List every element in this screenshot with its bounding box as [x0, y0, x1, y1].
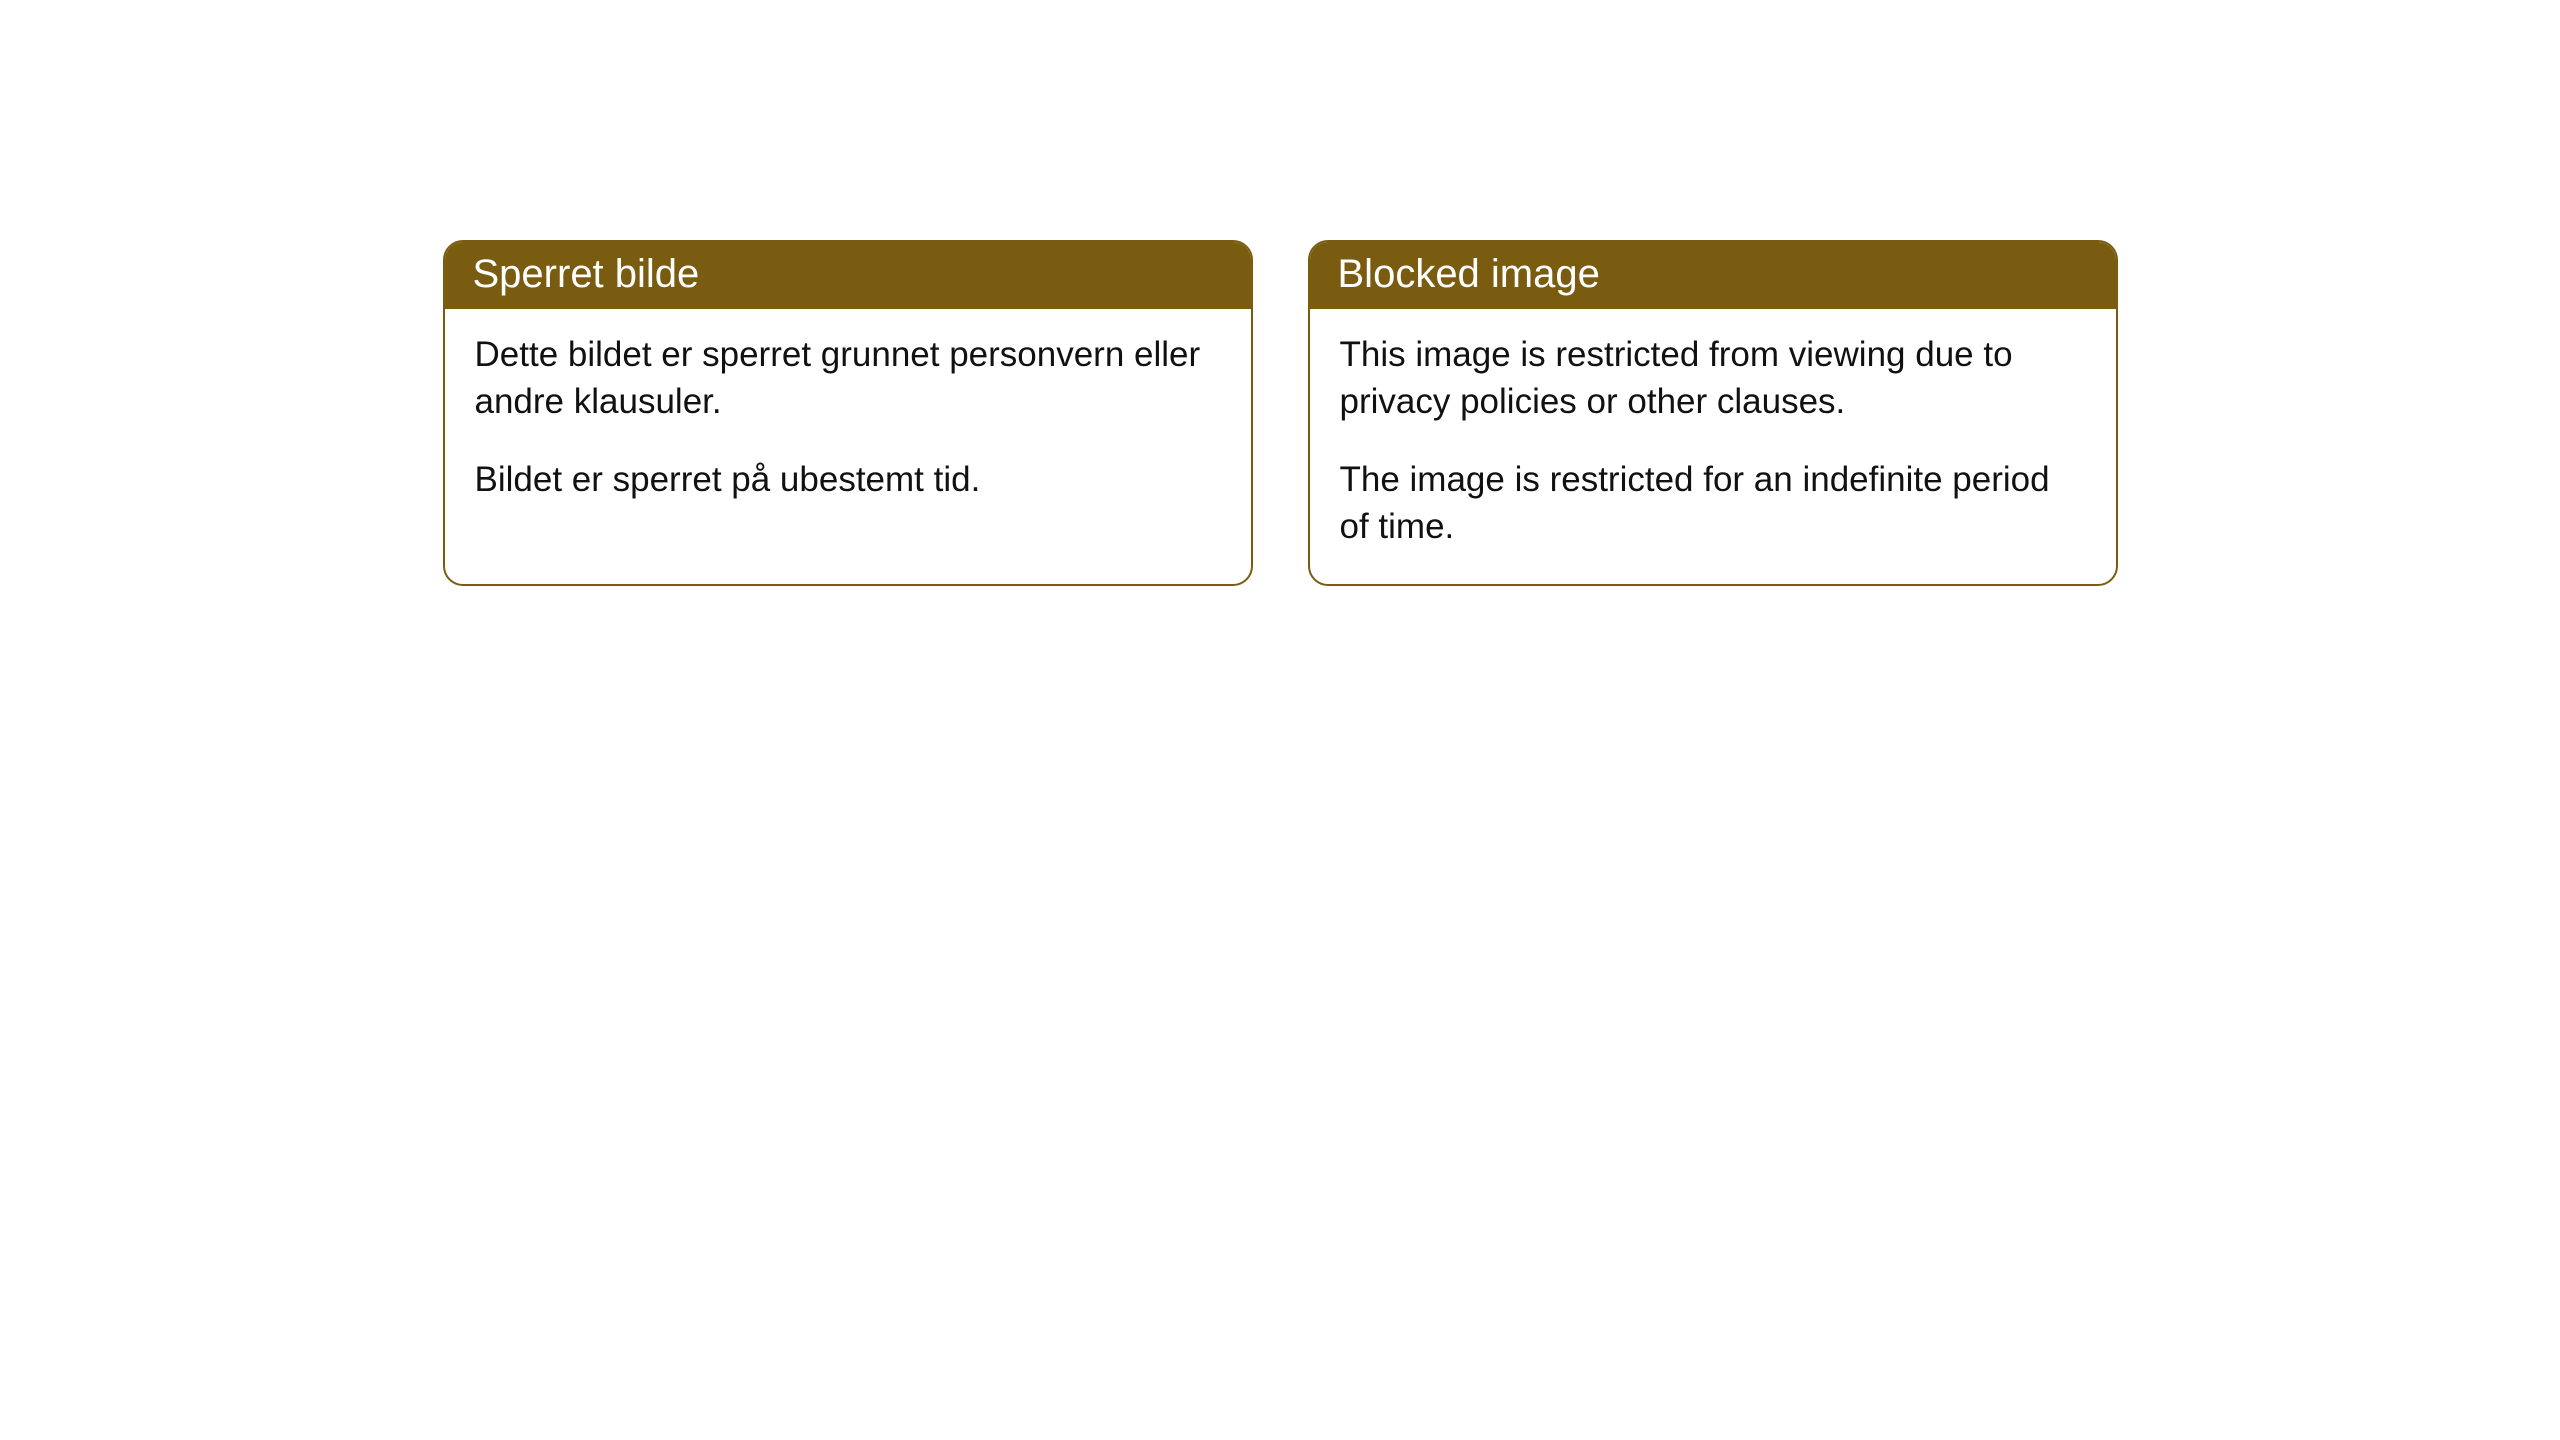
card-title: Sperret bilde — [445, 242, 1251, 309]
card-paragraph: Bildet er sperret på ubestemt tid. — [475, 456, 1221, 503]
notice-card-english: Blocked image This image is restricted f… — [1308, 240, 2118, 586]
notice-card-norwegian: Sperret bilde Dette bildet er sperret gr… — [443, 240, 1253, 586]
card-title: Blocked image — [1310, 242, 2116, 309]
card-body: This image is restricted from viewing du… — [1310, 309, 2116, 584]
card-paragraph: Dette bildet er sperret grunnet personve… — [475, 331, 1221, 426]
card-paragraph: This image is restricted from viewing du… — [1340, 331, 2086, 426]
card-body: Dette bildet er sperret grunnet personve… — [445, 309, 1251, 537]
notice-container: Sperret bilde Dette bildet er sperret gr… — [443, 240, 2118, 586]
card-paragraph: The image is restricted for an indefinit… — [1340, 456, 2086, 551]
